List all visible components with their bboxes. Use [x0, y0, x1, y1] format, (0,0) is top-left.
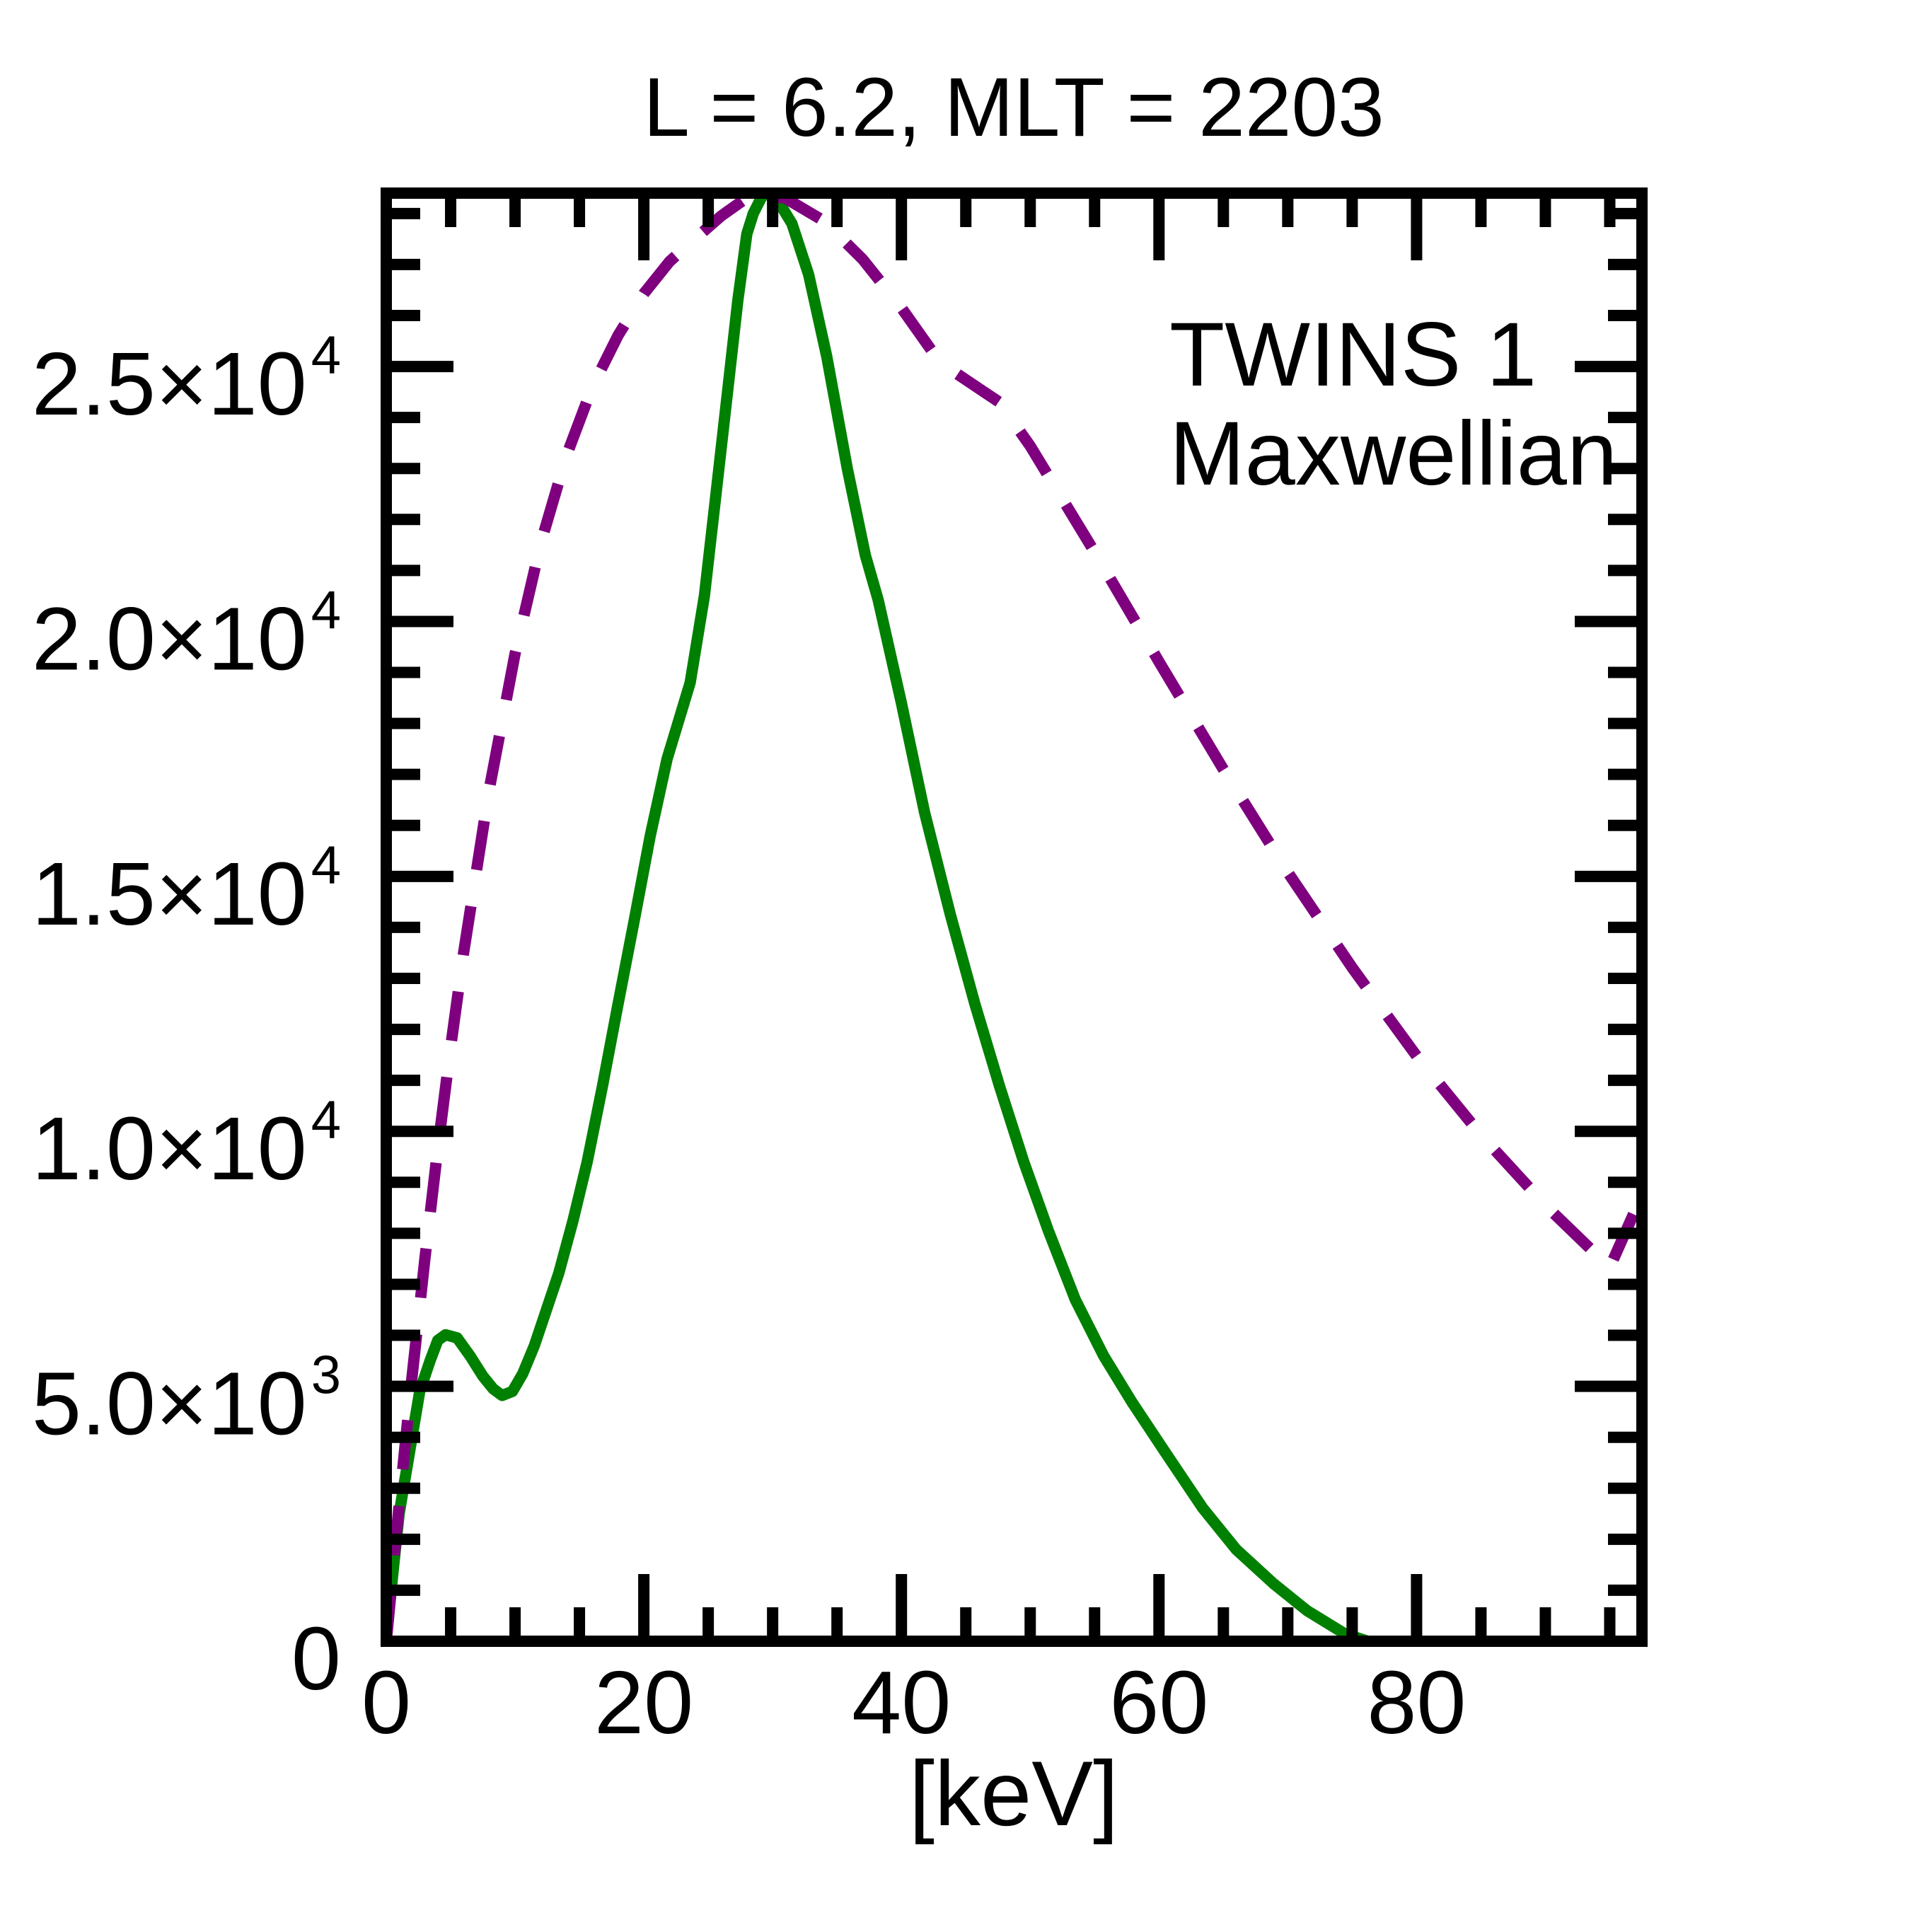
y-tick-label: 2.5×104	[32, 325, 341, 434]
legend: TWINS 1 Maxwellian	[1169, 304, 1617, 504]
y-tick-label: 2.0×104	[32, 580, 341, 688]
legend-entry-maxwellian: Maxwellian	[1169, 403, 1617, 504]
legend-entry-twins-1: TWINS 1	[1169, 304, 1537, 405]
y-tick-label: 5.0×103	[32, 1346, 341, 1454]
series-layer	[392, 199, 1636, 1636]
series-line-twins-1	[392, 199, 1370, 1636]
y-tick-label: 0	[291, 1609, 341, 1708]
plot-frame	[381, 187, 1648, 1647]
y-tick-labels: 0 5.0×103 1.0×104 1.5×104 2.0×104 2.5×104	[32, 325, 341, 1708]
chart-title: L = 6.2, MLT = 2203	[643, 61, 1384, 154]
x-tick-label: 0	[361, 1653, 411, 1752]
x-tick-labels: 0 20 40 60 80	[361, 1653, 1467, 1752]
x-tick-label: 40	[852, 1653, 951, 1752]
x-axis-label: [keV]	[909, 1742, 1118, 1845]
series-line-maxwellian	[392, 199, 1636, 1636]
x-tick-label: 20	[594, 1653, 693, 1752]
y-tick-label: 1.5×104	[32, 835, 341, 944]
x-tick-label: 80	[1367, 1653, 1466, 1752]
x-tick-label: 60	[1109, 1653, 1208, 1752]
y-tick-label: 1.0×104	[32, 1090, 341, 1198]
